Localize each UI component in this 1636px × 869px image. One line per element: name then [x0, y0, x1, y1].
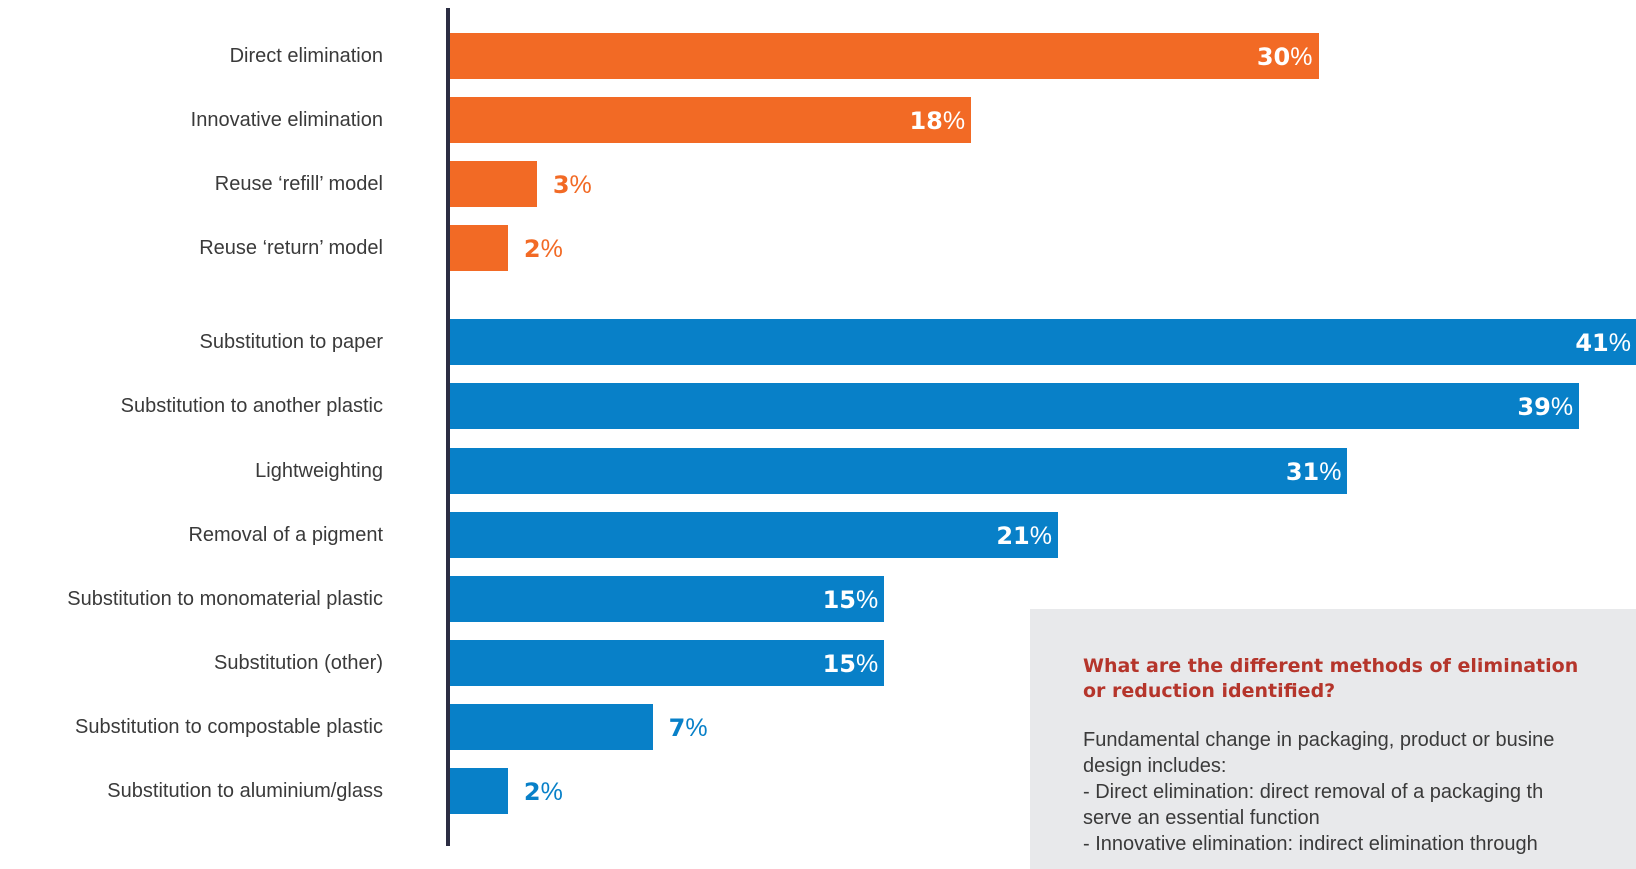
bar-substitution-to-monomaterial-plastic	[450, 576, 885, 622]
info-box-title: What are the different methods of elimin…	[1083, 654, 1636, 704]
value-label-substitution-to-paper: 41%	[1575, 329, 1631, 357]
value-label-substitution-other: 15%	[822, 650, 879, 678]
info-box-body-line-3: - Direct elimination: direct removal of …	[1083, 781, 1544, 803]
category-label-reuse-refill-model: Reuse ‘refill’ model	[214, 173, 383, 195]
bar-substitution-to-paper	[450, 319, 1636, 365]
bar-lightweighting	[450, 448, 1348, 494]
value-label-substitution-to-compostable-plastic: 7%	[668, 714, 708, 742]
info-box-body: Fundamental change in packaging, product…	[1083, 727, 1636, 857]
category-label-substitution-to-paper: Substitution to paper	[199, 331, 383, 353]
value-label-innovative-elimination: 18%	[909, 107, 966, 135]
category-label-reuse-return-model: Reuse ‘return’ model	[199, 237, 383, 259]
category-label-substitution-to-aluminium-glass: Substitution to aluminium/glass	[107, 780, 383, 802]
info-box-body-line-5: - Innovative elimination: indirect elimi…	[1083, 833, 1538, 855]
bar-substitution-to-aluminium-glass	[450, 768, 508, 814]
info-box-body-line-2: design includes:	[1083, 755, 1227, 777]
value-label-direct-elimination: 30%	[1256, 43, 1313, 71]
info-box-body-line-1: Fundamental change in packaging, product…	[1083, 729, 1555, 751]
value-label-reuse-refill-model: 3%	[552, 171, 592, 199]
value-label-substitution-to-aluminium-glass: 2%	[523, 778, 563, 806]
category-label-substitution-to-monomaterial-plastic: Substitution to monomaterial plastic	[67, 588, 383, 610]
category-label-substitution-to-another-plastic: Substitution to another plastic	[120, 395, 383, 417]
info-box-body-line-4: serve an essential function	[1083, 807, 1320, 829]
bar-chart: Direct elimination 30% Innovative eliminat…	[67, 8, 1636, 846]
value-label-lightweighting: 31%	[1285, 458, 1342, 486]
value-label-substitution-to-monomaterial-plastic: 15%	[822, 586, 879, 614]
category-label-direct-elimination: Direct elimination	[229, 45, 383, 67]
bar-substitution-other	[450, 640, 885, 686]
bar-removal-of-a-pigment	[450, 512, 1058, 558]
info-box-title-line-2: or reduction identified?	[1083, 680, 1336, 702]
category-label-removal-of-a-pigment: Removal of a pigment	[188, 524, 383, 546]
y-axis-line	[446, 8, 450, 846]
info-box: What are the different methods of elimin…	[1030, 609, 1636, 869]
category-label-substitution-other: Substitution (other)	[214, 652, 383, 674]
value-label-removal-of-a-pigment: 21%	[996, 522, 1052, 550]
info-box-title-line-1: What are the different methods of elimin…	[1083, 655, 1579, 677]
bar-direct-elimination	[450, 33, 1319, 79]
category-label-innovative-elimination: Innovative elimination	[190, 109, 383, 131]
category-label-lightweighting: Lightweighting	[255, 460, 383, 482]
bar-innovative-elimination	[450, 97, 972, 143]
bar-reuse-return-model	[450, 225, 508, 271]
value-label-reuse-return-model: 2%	[523, 235, 563, 263]
bar-reuse-refill-model	[450, 161, 537, 207]
category-label-substitution-to-compostable-plastic: Substitution to compostable plastic	[75, 716, 383, 738]
bar-substitution-to-another-plastic	[450, 383, 1580, 429]
value-label-substitution-to-another-plastic: 39%	[1517, 393, 1574, 421]
bar-substitution-to-compostable-plastic	[450, 704, 653, 750]
